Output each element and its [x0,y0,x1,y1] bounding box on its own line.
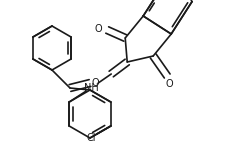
Text: O: O [92,78,100,88]
Text: O: O [165,79,173,89]
Text: Cl: Cl [86,133,96,143]
Text: O: O [94,24,102,34]
Text: NH: NH [84,83,99,93]
